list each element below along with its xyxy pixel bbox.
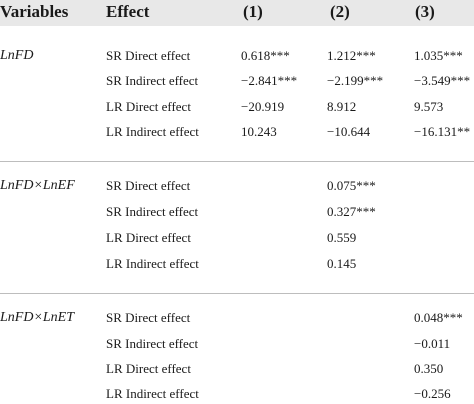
- effect-label: LR Indirect effect: [106, 386, 199, 401]
- header-col-2: (2): [330, 2, 350, 21]
- value-cell: 8.912: [327, 99, 357, 114]
- header-col-3: (3): [415, 2, 435, 21]
- value-cell: −2.841***: [241, 73, 298, 88]
- value-cell: 0.618***: [241, 48, 290, 63]
- group-divider: [0, 293, 474, 294]
- effect-label: LR Direct effect: [106, 361, 191, 376]
- table-header: Variables Effect (1) (2) (3): [0, 0, 474, 26]
- effect-label: LR Indirect effect: [106, 124, 199, 139]
- value-cell: −10.644: [327, 124, 371, 139]
- group-divider: [0, 161, 474, 162]
- effect-label: LR Direct effect: [106, 230, 191, 245]
- effect-label: SR Indirect effect: [106, 73, 199, 88]
- value-cell: 0.048***: [414, 310, 463, 325]
- effect-label: LR Indirect effect: [106, 256, 199, 271]
- effect-label: SR Direct effect: [106, 310, 191, 325]
- value-cell: 10.243: [241, 124, 277, 139]
- value-cell: 0.350: [414, 361, 444, 376]
- value-cell: 0.327***: [327, 204, 376, 219]
- value-cell: 0.559: [327, 230, 357, 245]
- variable-lnfd-x-lnet: LnFD×LnET: [0, 310, 75, 325]
- value-cell: −0.011: [414, 336, 451, 351]
- value-cell: 9.573: [414, 99, 444, 114]
- effect-label: LR Direct effect: [106, 99, 191, 114]
- variable-lnfd-x-lnef: LnFD×LnEF: [0, 178, 75, 193]
- effect-label: SR Direct effect: [106, 48, 191, 63]
- value-cell: 1.212***: [327, 48, 376, 63]
- value-cell: −20.919: [241, 99, 285, 114]
- value-cell: 0.075***: [327, 178, 376, 193]
- value-cell: −2.199***: [327, 73, 384, 88]
- effect-label: SR Indirect effect: [106, 204, 199, 219]
- value-cell: −16.131**: [414, 124, 471, 139]
- value-cell: −3.549***: [414, 73, 471, 88]
- variable-lnfd: LnFD: [0, 48, 34, 63]
- value-cell: −0.256: [414, 386, 451, 401]
- effect-label: SR Indirect effect: [106, 336, 199, 351]
- value-cell: 1.035***: [414, 48, 463, 63]
- value-cell: 0.145: [327, 256, 357, 271]
- header-variables: Variables: [0, 2, 69, 21]
- header-effect: Effect: [106, 2, 150, 21]
- header-col-1: (1): [243, 2, 263, 21]
- effect-label: SR Direct effect: [106, 178, 191, 193]
